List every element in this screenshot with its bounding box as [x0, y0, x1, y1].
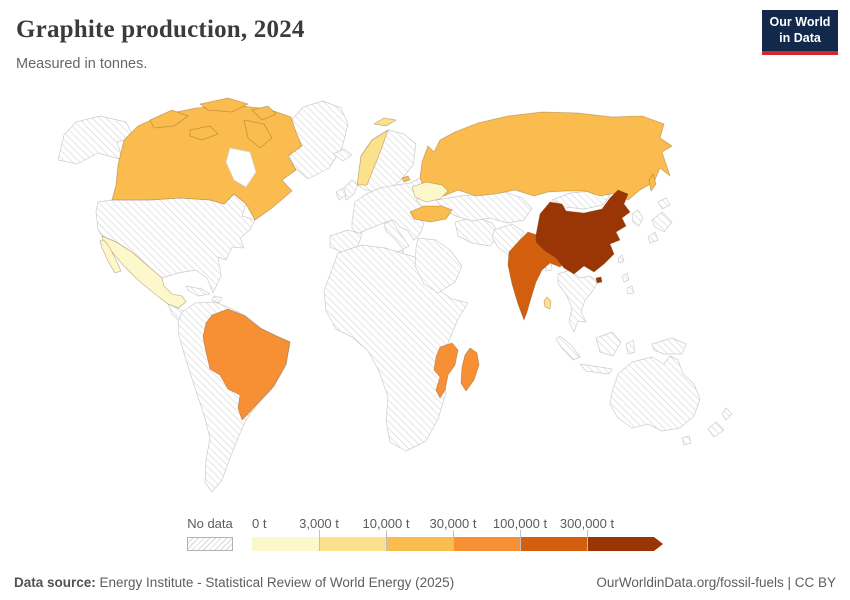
country-turkey[interactable] [409, 205, 453, 223]
footer: Data source: Energy Institute - Statisti… [0, 575, 850, 590]
owid-logo-line1: Our World [769, 14, 831, 29]
country-usa[interactable] [95, 193, 256, 294]
owid-logo[interactable]: Our World in Data [762, 10, 838, 51]
region-central-asia[interactable] [435, 191, 533, 224]
legend-swatch-3[interactable] [453, 537, 520, 551]
country-russia-kaliningrad[interactable] [401, 175, 411, 183]
island-tasmania[interactable] [681, 435, 692, 446]
legend-open-end-arrow [654, 537, 663, 551]
country-australia[interactable] [609, 355, 701, 432]
legend-swatch-0[interactable] [252, 537, 319, 551]
data-source-label: Data source: [14, 575, 96, 590]
legend-tick-1 [319, 530, 320, 551]
island-borneo[interactable] [595, 331, 622, 357]
data-countries [99, 97, 673, 421]
country-norway[interactable] [356, 129, 389, 186]
legend-swatch-2[interactable] [386, 537, 453, 551]
owid-footer-link[interactable]: OurWorldinData.org/fossil-fuels | CC BY [596, 575, 836, 590]
country-norway-svalbard[interactable] [373, 117, 397, 127]
legend-swatch-1[interactable] [319, 537, 386, 551]
country-sri-lanka[interactable] [543, 296, 552, 310]
country-china[interactable] [535, 189, 631, 275]
no-data-countries [57, 100, 733, 493]
chart-subtitle: Measured in tonnes. [16, 56, 148, 72]
legend-no-data: No data [187, 516, 233, 551]
country-japan-kyushu[interactable] [647, 231, 659, 244]
island-taiwan[interactable] [617, 254, 625, 264]
owid-logo-text: Our World in Data [770, 15, 831, 46]
data-source-note: Data source: Energy Institute - Statisti… [14, 575, 454, 590]
legend-label-4: 100,000 t [492, 516, 548, 531]
country-iran[interactable] [454, 216, 501, 247]
country-japan-honshu[interactable] [651, 211, 673, 233]
island-java[interactable] [579, 363, 613, 375]
country-japan-hokkaido[interactable] [657, 197, 671, 210]
country-new-zealand-south[interactable] [707, 421, 725, 438]
legend-label-2: 10,000 t [362, 516, 410, 531]
legend-color-bar [252, 530, 654, 551]
legend-no-data-label: No data [187, 516, 233, 531]
country-hispaniola[interactable] [211, 295, 223, 304]
country-mongolia[interactable] [551, 190, 611, 210]
water-bodies [225, 147, 257, 188]
legend-tick-3 [453, 530, 454, 551]
owid-logo-accent-bar [762, 51, 838, 55]
hudson-bay [225, 147, 257, 188]
country-ireland[interactable] [335, 187, 347, 201]
country-mexico[interactable] [101, 235, 187, 309]
country-philippines-south[interactable] [626, 285, 635, 295]
legend-tick-5 [587, 530, 588, 551]
region-arabia[interactable] [414, 237, 463, 294]
country-madagascar[interactable] [460, 347, 480, 392]
country-canada-baffin[interactable] [243, 119, 273, 149]
country-mozambique[interactable] [433, 342, 459, 399]
country-italy[interactable] [383, 219, 410, 250]
region-korea[interactable] [631, 209, 644, 227]
owid-logo-line2: in Data [779, 30, 821, 45]
legend-bin-labels: 0 t 3,000 t 10,000 t 30,000 t 100,000 t … [252, 516, 672, 531]
country-canada-arctic-2[interactable] [199, 97, 249, 113]
country-cuba[interactable] [185, 285, 211, 297]
region-southeast-asia[interactable] [557, 269, 599, 333]
legend-no-data-swatch[interactable] [187, 537, 233, 551]
legend-tick-2 [386, 530, 387, 551]
island-sumatra[interactable] [555, 335, 581, 361]
country-china-hainan[interactable] [595, 276, 603, 284]
world-map[interactable] [0, 90, 850, 515]
country-philippines-north[interactable] [621, 272, 630, 283]
country-russia[interactable] [419, 111, 673, 201]
legend-label-1: 3,000 t [299, 516, 339, 531]
country-ukraine[interactable] [411, 181, 449, 203]
island-new-guinea[interactable] [651, 337, 687, 355]
country-united-kingdom[interactable] [343, 179, 359, 201]
chart-title: Graphite production, 2024 [16, 16, 305, 43]
country-new-zealand-north[interactable] [721, 407, 733, 421]
country-canada-arctic-3[interactable] [251, 105, 277, 121]
legend-label-3: 30,000 t [429, 516, 477, 531]
island-sulawesi[interactable] [625, 339, 636, 355]
legend-label-5: 300,000 t [559, 516, 615, 531]
country-iceland[interactable] [332, 148, 353, 162]
legend-tick-4 [520, 530, 521, 551]
data-source-text: Energy Institute - Statistical Review of… [95, 575, 455, 590]
country-canada-arctic-4[interactable] [189, 125, 219, 141]
legend-swatch-5[interactable] [587, 537, 654, 551]
country-greenland[interactable] [286, 100, 349, 180]
country-mexico-baja[interactable] [99, 239, 122, 274]
legend-label-0: 0 t [252, 516, 267, 531]
country-canada-arctic-1[interactable] [149, 109, 189, 129]
country-brazil[interactable] [202, 308, 291, 421]
legend-swatch-4[interactable] [520, 537, 587, 551]
country-russia-sakhalin[interactable] [648, 173, 657, 192]
